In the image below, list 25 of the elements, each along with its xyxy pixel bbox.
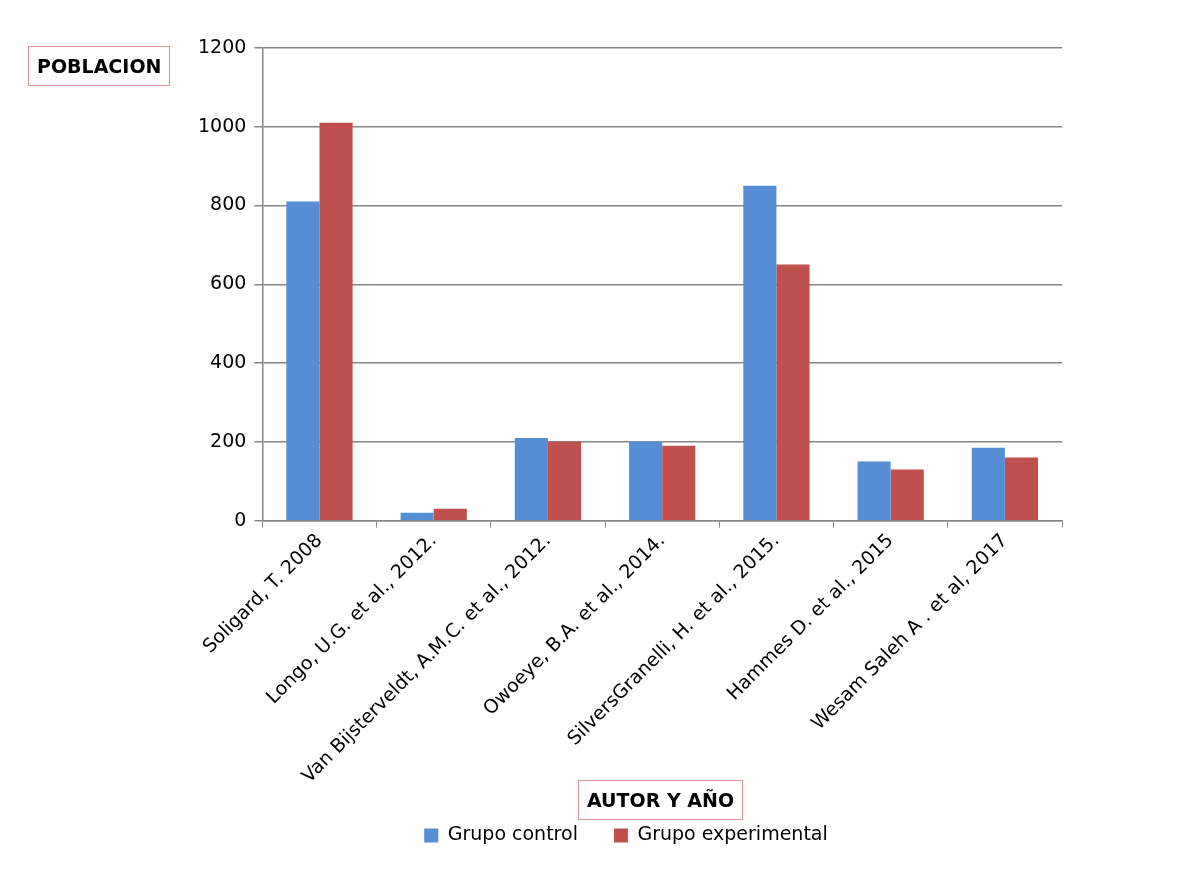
legend-label: Grupo experimental bbox=[637, 822, 828, 845]
y-tick-label: 200 bbox=[210, 428, 247, 451]
y-tick-label: 800 bbox=[210, 192, 247, 215]
y-tick-label: 600 bbox=[210, 271, 247, 294]
y-axis-title: POBLACION bbox=[28, 46, 171, 86]
y-tick-label: 1200 bbox=[197, 34, 247, 57]
bar bbox=[776, 264, 810, 520]
bar bbox=[514, 437, 548, 520]
bar bbox=[1004, 457, 1039, 520]
bar bbox=[971, 447, 1005, 520]
bar bbox=[433, 508, 467, 520]
y-tick-label: 1000 bbox=[197, 113, 247, 136]
bar bbox=[629, 441, 663, 520]
bar bbox=[743, 185, 777, 520]
bar bbox=[286, 201, 320, 520]
y-tick-label: 400 bbox=[210, 350, 247, 373]
bar bbox=[400, 512, 434, 520]
bar bbox=[547, 441, 582, 520]
bar bbox=[857, 461, 891, 520]
bar bbox=[890, 469, 924, 520]
bar bbox=[319, 122, 353, 520]
x-axis-title: AUTOR Y AÑO bbox=[578, 780, 744, 820]
legend-label: Grupo control bbox=[447, 822, 578, 845]
bar bbox=[662, 445, 696, 520]
y-tick-label: 0 bbox=[234, 507, 247, 530]
